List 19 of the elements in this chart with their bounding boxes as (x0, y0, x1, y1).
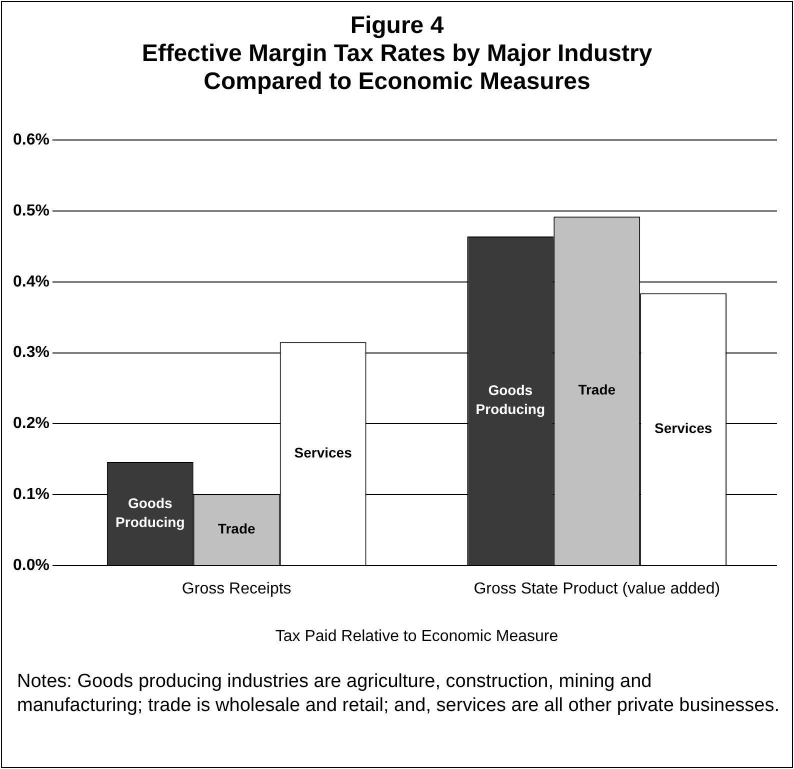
y-tick-label: 0.1% (13, 486, 50, 504)
y-tick-label: 0.4% (13, 273, 50, 290)
x-axis-title: Tax Paid Relative to Economic Measure (275, 628, 558, 645)
x-tick-label: Gross State Product (value added) (474, 580, 720, 598)
text: Goods Producing (476, 382, 546, 418)
text: Notes: Goods producing industries are agriculture, construction, mining and manufacturing; trade is wholesale and retail; and, services are all other private businesses. (17, 670, 781, 718)
chart-subtitle: Effective Margin Tax Rates by Major Industry Compared to Economic Measures (140, 40, 654, 96)
chart-title: Figure 4 (349, 12, 445, 40)
y-tick-label: 0.2% (13, 415, 50, 432)
x-tick-label: Gross Receipts (182, 580, 292, 598)
series-label: Services (654, 420, 712, 436)
y-tick-label: 0.3% (13, 344, 50, 362)
y-tick-label: 0.5% (13, 202, 50, 220)
y-tick-label: 0.6% (13, 131, 50, 148)
y-tick-label: 0.0% (13, 557, 50, 574)
text: Trade (578, 382, 616, 398)
text: Services (294, 444, 352, 460)
series-label: Goods Producing (116, 494, 185, 530)
series-label: Trade (218, 520, 256, 536)
